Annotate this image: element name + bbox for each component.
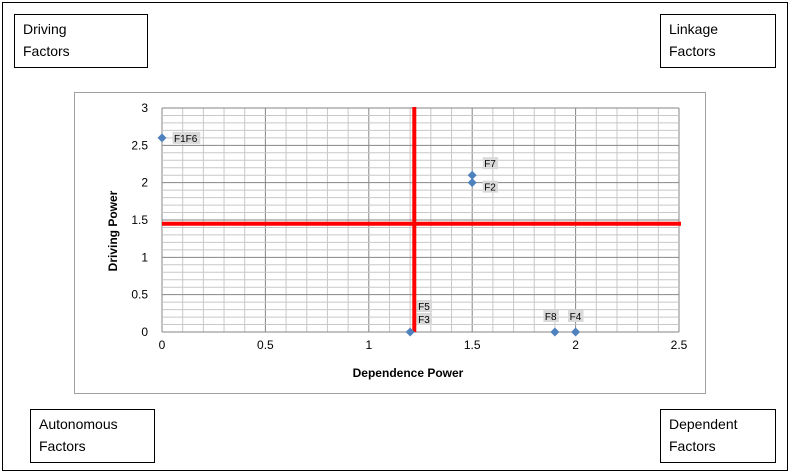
data-label-bg [172, 131, 201, 144]
data-point [467, 170, 477, 180]
linkage-factors-label: Linkage Factors [660, 14, 776, 68]
y-tick-label: 0.5 [131, 288, 148, 302]
data-label: F7 [484, 159, 496, 170]
y-tick-label: 1.5 [131, 213, 148, 227]
data-label-bg [482, 180, 499, 193]
x-tick-label: 1.5 [464, 338, 481, 352]
data-label-bg [416, 313, 433, 325]
x-tick-label: 1 [365, 338, 372, 352]
quadrant-dividers [162, 107, 681, 332]
y-tick-label: 0 [141, 325, 148, 339]
x-tick-label: 2.5 [671, 338, 688, 352]
y-tick-label: 2 [141, 176, 148, 190]
tick-labels: 0 0.5 1 1.5 2 2.5 0 0.5 1 1.5 2 2.5 3 [131, 101, 687, 352]
x-axis-label: Dependence Power [353, 366, 464, 380]
data-labels: F1F6 F7 F2 F5 F3 F8 F4 [172, 131, 584, 326]
dependent-factors-label: Dependent Factors [660, 409, 776, 463]
data-label: F8 [545, 312, 557, 323]
data-label-bg [568, 310, 584, 322]
data-points [157, 133, 581, 337]
data-point [571, 327, 581, 337]
data-label: F2 [484, 183, 496, 194]
x-tick-label: 2 [572, 338, 579, 352]
scatter-chart: 0 0.5 1 1.5 2 2.5 0 0.5 1 1.5 2 2.5 3 F1F6 F7 F2 F5 F3 F8… [106, 101, 688, 380]
data-label: F3 [418, 315, 430, 326]
x-tick-label: 0 [159, 338, 166, 352]
x-tick-label: 0.5 [257, 338, 274, 352]
y-axis-label: Driving Power [106, 190, 120, 271]
autonomous-factors-label: Autonomous Factors [30, 409, 155, 463]
data-point [405, 327, 415, 337]
data-point [550, 327, 560, 337]
data-label-bg [543, 310, 559, 322]
data-point [157, 133, 167, 143]
data-label: F1F6 [174, 134, 198, 145]
data-point [467, 178, 477, 188]
y-tick-label: 1 [141, 250, 148, 264]
figure-frame [2, 2, 788, 471]
data-label: F4 [570, 312, 582, 323]
y-tick-label: 2.5 [131, 138, 148, 152]
driving-factors-label: Driving Factors [14, 14, 148, 68]
chart-area: 0 0.5 1 1.5 2 2.5 0 0.5 1 1.5 2 2.5 3 F1F6 F7 F2 F5 F3 F8… [74, 92, 706, 394]
y-tick-label: 3 [141, 101, 148, 115]
data-label-bg [416, 300, 433, 312]
grid [161, 107, 680, 333]
data-label-bg [482, 157, 499, 170]
data-label: F5 [418, 302, 430, 313]
